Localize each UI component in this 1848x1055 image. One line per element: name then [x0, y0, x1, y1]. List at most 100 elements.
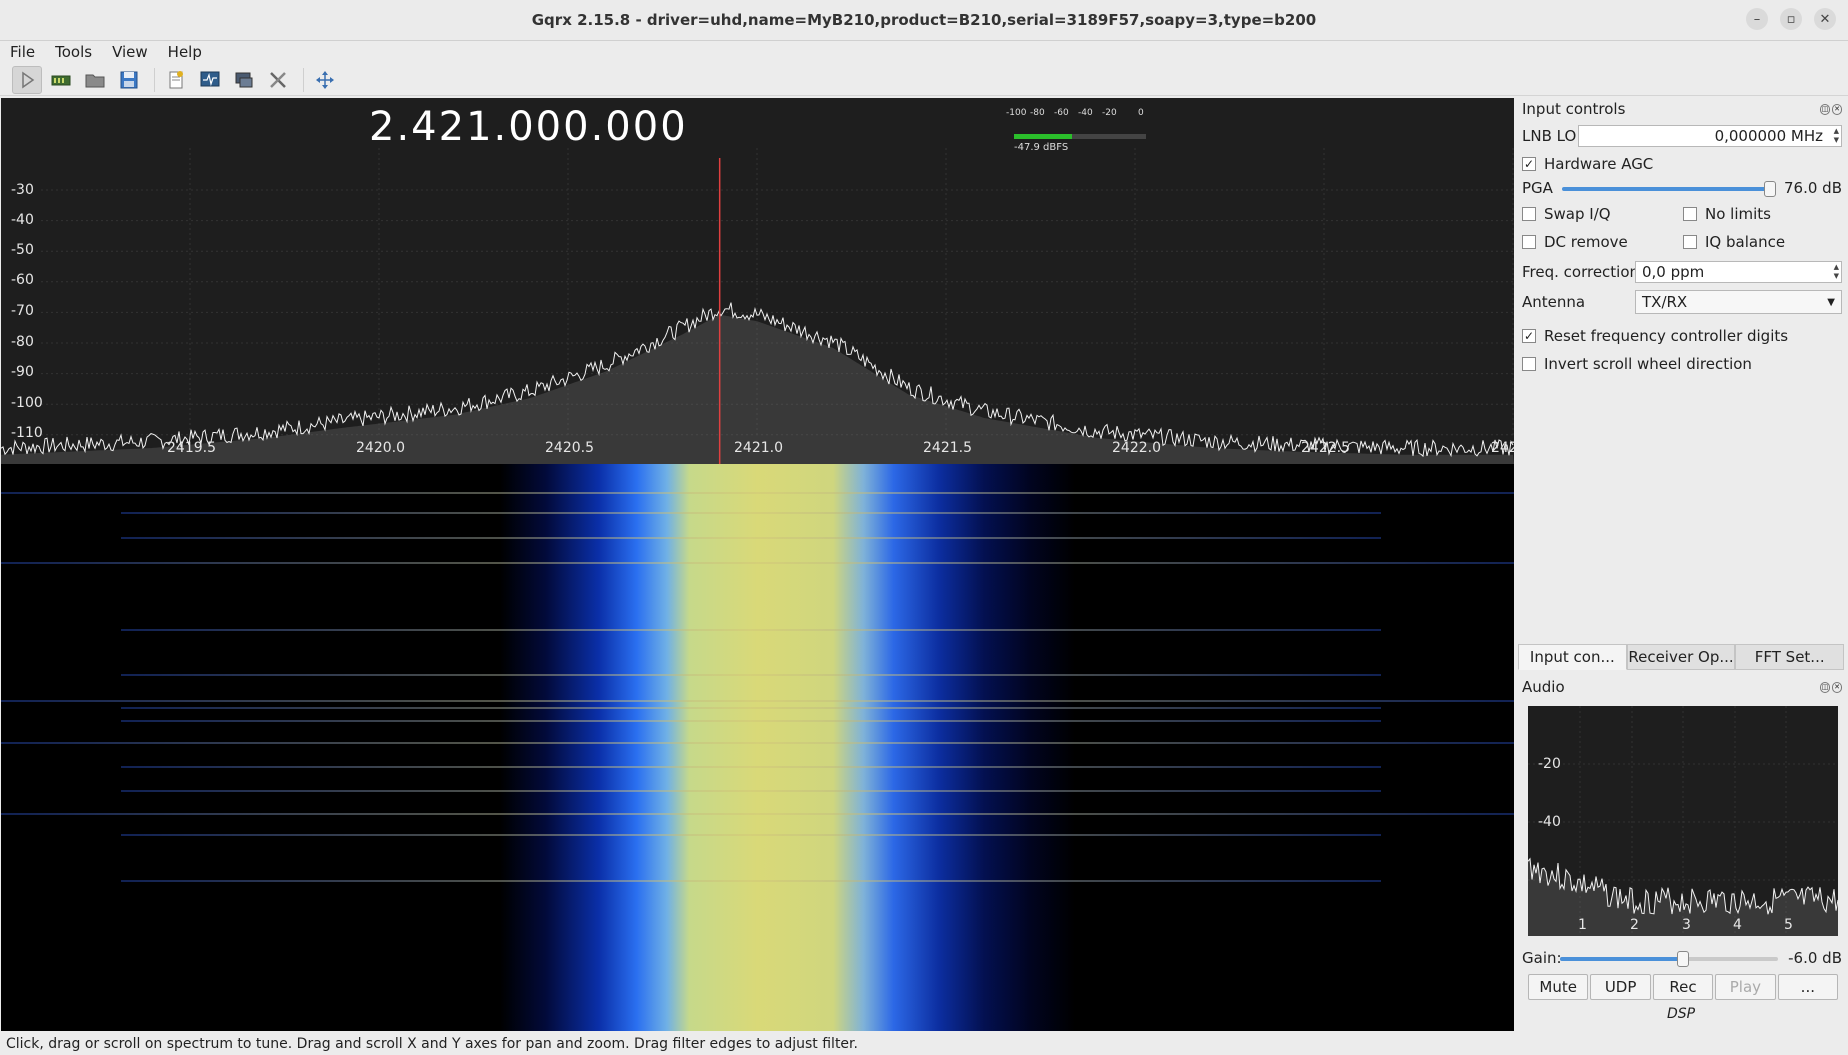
meter-ticks: -100 -80 -60 -40 -20 0 — [1006, 108, 1146, 120]
x-tick-label[interactable]: 2422.5 — [1301, 440, 1350, 456]
audio-gain-slider[interactable] — [1560, 951, 1779, 967]
dock-close-button[interactable]: ✕ — [1832, 104, 1842, 115]
iq-balance-checkbox[interactable] — [1683, 235, 1697, 249]
menu-view[interactable]: View — [112, 43, 148, 61]
lnb-lo-input[interactable]: 0,000000 MHz ▲ ▼ — [1578, 125, 1842, 147]
tab-input-controls[interactable]: Input con... — [1518, 644, 1627, 670]
menu-help[interactable]: Help — [167, 43, 202, 61]
title-bar: Gqrx 2.15.8 - driver=uhd,name=MyB210,pro… — [0, 0, 1848, 41]
menu-tools[interactable]: Tools — [55, 43, 93, 61]
menu-file[interactable]: File — [10, 43, 36, 61]
maximize-button[interactable]: ▫ — [1780, 8, 1802, 30]
fit-button[interactable] — [310, 66, 340, 94]
audio-gain-value: -6.0 dB — [1788, 949, 1842, 967]
antenna-select[interactable]: TX/RX ▼ — [1635, 290, 1842, 314]
x-tick-label[interactable]: 242 — [1491, 440, 1514, 456]
invert-scroll-row[interactable]: Invert scroll wheel direction — [1522, 352, 1842, 376]
iq-balance-label: IQ balance — [1705, 233, 1786, 251]
close-button[interactable]: ✕ — [1814, 8, 1836, 30]
meter-bar — [1014, 134, 1146, 139]
invert-scroll-checkbox[interactable] — [1522, 357, 1536, 371]
toolbar-separator — [303, 67, 304, 92]
audio-title: Audio — [1522, 678, 1565, 696]
iq-balance-option[interactable]: IQ balance — [1683, 233, 1785, 251]
no-limits-option[interactable]: No limits — [1683, 205, 1771, 223]
y-tick-label[interactable]: -70 — [11, 303, 34, 319]
minimize-button[interactable]: – — [1746, 8, 1768, 30]
reset-digits-checkbox[interactable]: ✓ — [1522, 329, 1536, 343]
pga-slider[interactable] — [1562, 181, 1777, 197]
audio-fft-plot[interactable]: -20 -40 1 2 3 4 5 — [1528, 706, 1838, 936]
spectrum-fill — [1, 314, 1514, 464]
tab-receiver-options[interactable]: Receiver Op... — [1626, 644, 1736, 670]
freq-correction-value: 0,0 ppm — [1642, 263, 1705, 281]
dock-float-button[interactable]: ◫ — [1820, 104, 1830, 115]
freq-correction-input[interactable]: 0,0 ppm ▲ ▼ — [1635, 261, 1842, 283]
input-controls-title: Input controls — [1522, 100, 1626, 118]
y-tick-label[interactable]: -30 — [11, 182, 34, 198]
audio-x-tick: 4 — [1733, 917, 1742, 933]
x-tick-label[interactable]: 2422.0 — [1112, 440, 1161, 456]
pga-row: PGA 76.0 dB — [1522, 176, 1842, 200]
y-tick-label[interactable]: -40 — [11, 212, 34, 228]
y-tick-label[interactable]: -80 — [11, 334, 34, 350]
x-tick-label[interactable]: 2420.0 — [356, 440, 405, 456]
remote-control-button[interactable] — [195, 66, 225, 94]
tab-fft-settings[interactable]: FFT Set... — [1735, 644, 1845, 670]
dsp-label: DSP — [1666, 1006, 1696, 1022]
reset-digits-row[interactable]: ✓ Reset frequency controller digits — [1522, 324, 1842, 348]
pga-slider-handle[interactable] — [1764, 181, 1777, 197]
dxcluster-button[interactable] — [229, 66, 259, 94]
device-button[interactable] — [46, 66, 76, 94]
dock-float-button[interactable]: ◫ — [1820, 682, 1830, 693]
waterfall-streak — [121, 880, 1381, 882]
waterfall-display[interactable] — [1, 464, 1514, 1031]
hardware-agc-row[interactable]: ✓ Hardware AGC — [1522, 152, 1842, 176]
open-button[interactable] — [80, 66, 110, 94]
play-audio-button[interactable]: Play — [1715, 974, 1776, 1000]
save-button[interactable] — [114, 66, 144, 94]
dock-buttons: ◫ ✕ — [1820, 104, 1842, 116]
spectrum-plot[interactable]: 2.421.000.000 -100 -80 -60 -40 -20 0 -47… — [1, 98, 1514, 464]
audio-gain-handle[interactable] — [1677, 951, 1690, 967]
mute-button[interactable]: Mute — [1528, 974, 1589, 1000]
dock-close-button[interactable]: ✕ — [1832, 682, 1842, 693]
x-tick-label[interactable]: 2421.5 — [923, 440, 972, 456]
y-tick-label[interactable]: -50 — [11, 242, 34, 258]
fit-icon — [316, 70, 334, 89]
udp-button[interactable]: UDP — [1590, 974, 1651, 1000]
audio-y-tick: -40 — [1538, 814, 1561, 830]
meter-fill — [1014, 134, 1073, 139]
spin-arrows-icon[interactable]: ▲ ▼ — [1833, 127, 1839, 144]
waterfall-streak — [1, 813, 1514, 815]
waterfall-streak — [121, 834, 1381, 836]
dc-remove-checkbox[interactable] — [1522, 235, 1536, 249]
y-tick-label[interactable]: -100 — [11, 395, 43, 411]
y-tick-label[interactable]: -110 — [11, 425, 43, 441]
x-tick-label[interactable]: 2419.5 — [167, 440, 216, 456]
lnb-lo-value: 0,000000 MHz — [1714, 127, 1823, 145]
bookmark-button[interactable] — [161, 66, 191, 94]
frequency-display[interactable]: 2.421.000.000 — [369, 104, 688, 150]
x-tick-label[interactable]: 2420.5 — [545, 440, 594, 456]
rec-button[interactable]: Rec — [1652, 974, 1714, 1000]
spectrum-graph — [1, 148, 1514, 464]
spin-arrows-icon[interactable]: ▲ ▼ — [1833, 263, 1839, 280]
waterfall-streak — [1, 742, 1514, 744]
y-tick-label[interactable]: -60 — [11, 272, 34, 288]
audio-options-button[interactable]: ... — [1777, 974, 1839, 1000]
x-tick-label[interactable]: 2421.0 — [734, 440, 783, 456]
y-tick-label[interactable]: -90 — [11, 364, 34, 380]
hardware-agc-checkbox[interactable]: ✓ — [1522, 157, 1536, 171]
waterfall-streak — [121, 629, 1381, 631]
bookmark-icon — [169, 70, 183, 88]
dc-remove-option[interactable]: DC remove — [1522, 233, 1683, 251]
settings-icon — [270, 71, 286, 88]
no-limits-checkbox[interactable] — [1683, 207, 1697, 221]
swap-iq-checkbox[interactable] — [1522, 207, 1536, 221]
play-button[interactable] — [12, 65, 42, 94]
audio-gain-fill — [1560, 957, 1683, 961]
audio-fill — [1528, 858, 1838, 936]
settings-button[interactable] — [263, 66, 293, 94]
swap-iq-option[interactable]: Swap I/Q — [1522, 205, 1683, 223]
